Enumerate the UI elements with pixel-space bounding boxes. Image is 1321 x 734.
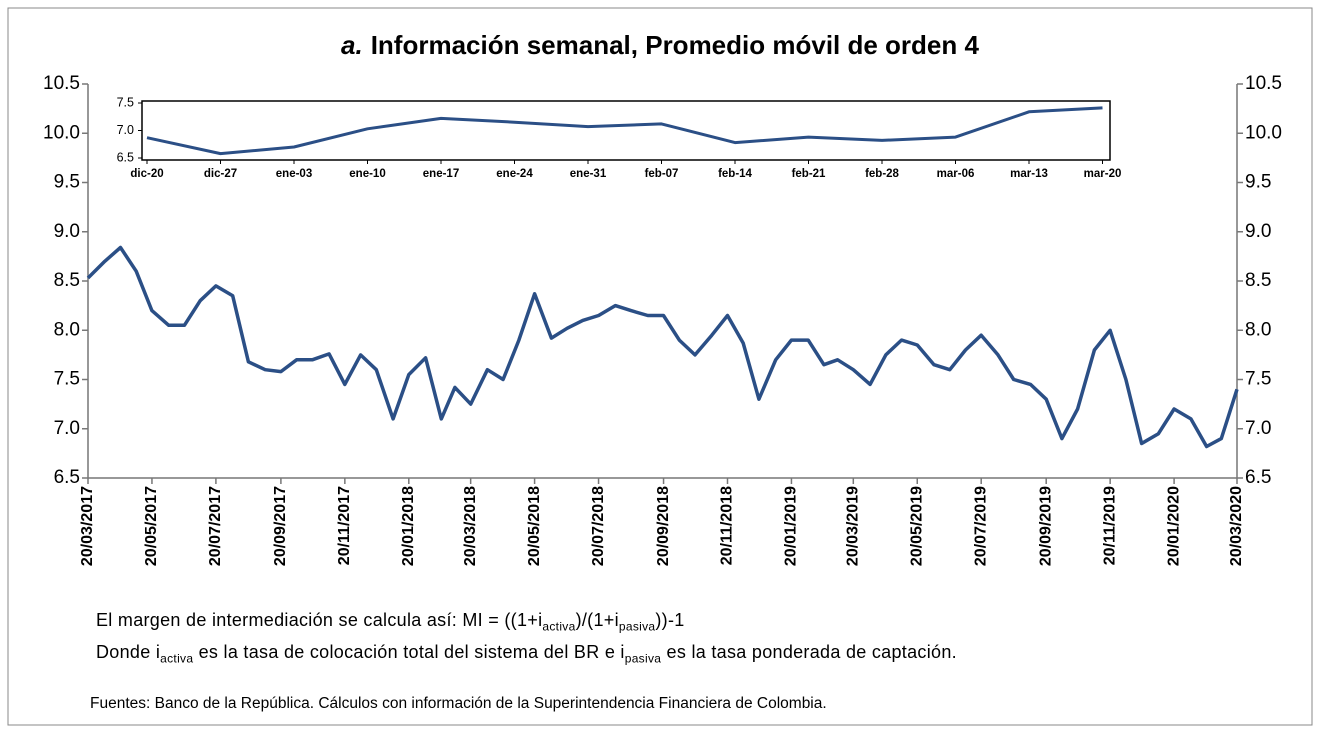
x-tick-label: dic-27 xyxy=(204,168,237,180)
x-tick-label: 20/03/2020 xyxy=(1228,486,1245,566)
x-tick-label: 20/03/2018 xyxy=(462,486,479,566)
y2-tick-label: 9.0 xyxy=(1245,221,1271,242)
note-text: )/(1+i xyxy=(575,610,619,630)
x-tick-label: feb-14 xyxy=(718,168,752,180)
note-text: ))-1 xyxy=(655,610,685,630)
note-text: es la tasa de colocación total del siste… xyxy=(193,642,625,662)
chart-title: a. Información semanal, Promedio móvil de… xyxy=(341,30,979,60)
y2-tick-label: 7.5 xyxy=(1245,369,1271,390)
x-tick-label: 20/05/2019 xyxy=(908,486,925,566)
source: Fuentes: Banco de la República. Cálculos… xyxy=(90,695,827,712)
note-subscript: activa xyxy=(160,651,194,666)
x-tick-label: 20/05/2017 xyxy=(143,486,160,566)
x-tick-label: mar-06 xyxy=(937,168,975,180)
x-tick-label: ene-24 xyxy=(496,168,533,180)
x-tick-label: 20/01/2019 xyxy=(783,486,800,566)
series-line xyxy=(86,245,1239,449)
x-tick-label: ene-31 xyxy=(570,168,607,180)
x-tick-label: 20/07/2019 xyxy=(972,486,989,566)
x-tick-label: 20/03/2019 xyxy=(845,486,862,566)
y2-tick-label: 6.5 xyxy=(1245,467,1271,488)
y-tick-label: 6.5 xyxy=(117,150,134,164)
y2-tick-label: 7.0 xyxy=(1245,418,1271,439)
y-tick-label: 9.0 xyxy=(54,221,80,242)
y2-tick-label: 10.5 xyxy=(1245,73,1282,94)
y-tick-label: 8.0 xyxy=(54,319,80,340)
x-tick-label: 20/01/2018 xyxy=(400,486,417,566)
y-tick-label: 8.5 xyxy=(54,270,80,291)
note-text: El margen de intermediación se calcula a… xyxy=(96,610,543,630)
x-tick-label: mar-13 xyxy=(1010,168,1048,180)
x-tick-label: 20/09/2017 xyxy=(272,486,289,566)
y2-tick-label: 10.0 xyxy=(1245,122,1282,143)
title-prefix: a. xyxy=(341,30,363,60)
y-tick-label: 10.5 xyxy=(43,73,80,94)
y-tick-label: 10.0 xyxy=(43,122,80,143)
note-text: es la tasa ponderada de captación. xyxy=(661,642,957,662)
x-tick-label: 20/09/2018 xyxy=(655,486,672,566)
y2-tick-label: 8.0 xyxy=(1245,319,1271,340)
note-text: Donde i xyxy=(96,642,161,662)
inset-line xyxy=(146,106,1103,156)
y-tick-label: 7.0 xyxy=(117,123,134,137)
note-subscript: activa xyxy=(542,619,576,634)
note-subscript: pasiva xyxy=(624,651,662,666)
x-tick-label: 20/01/2020 xyxy=(1165,486,1182,566)
note: El margen de intermediación se calcula a… xyxy=(96,610,685,634)
y-tick-label: 9.5 xyxy=(54,172,80,193)
y2-tick-label: 9.5 xyxy=(1245,172,1271,193)
note: Donde iactiva es la tasa de colocación t… xyxy=(96,642,957,666)
y-tick-label: 7.0 xyxy=(54,418,80,439)
note-subscript: pasiva xyxy=(618,619,656,634)
x-tick-label: mar-20 xyxy=(1084,168,1122,180)
x-tick-label: 20/09/2019 xyxy=(1037,486,1054,566)
title-text: Información semanal, Promedio móvil de o… xyxy=(371,30,980,60)
x-tick-label: 20/11/2018 xyxy=(719,486,736,565)
x-tick-label: ene-17 xyxy=(423,168,459,180)
x-tick-label: 20/11/2017 xyxy=(336,486,353,565)
inset-frame xyxy=(141,100,1111,161)
y-tick-label: 6.5 xyxy=(54,467,80,488)
y2-tick-label: 8.5 xyxy=(1245,270,1271,291)
x-tick-label: feb-28 xyxy=(865,168,899,180)
x-tick-label: dic-20 xyxy=(130,168,163,180)
x-tick-label: 20/07/2018 xyxy=(590,486,607,566)
x-tick-label: feb-21 xyxy=(792,168,826,180)
x-tick-label: 20/07/2017 xyxy=(207,486,224,566)
x-tick-label: 20/05/2018 xyxy=(526,486,543,566)
y-tick-label: 7.5 xyxy=(117,95,134,109)
x-tick-label: ene-10 xyxy=(349,168,385,180)
x-tick-label: feb-07 xyxy=(645,168,679,180)
x-tick-label: 20/03/2017 xyxy=(79,486,96,566)
y-tick-label: 7.5 xyxy=(54,369,80,390)
x-tick-label: ene-03 xyxy=(276,168,312,180)
x-tick-label: 20/11/2019 xyxy=(1101,486,1118,565)
